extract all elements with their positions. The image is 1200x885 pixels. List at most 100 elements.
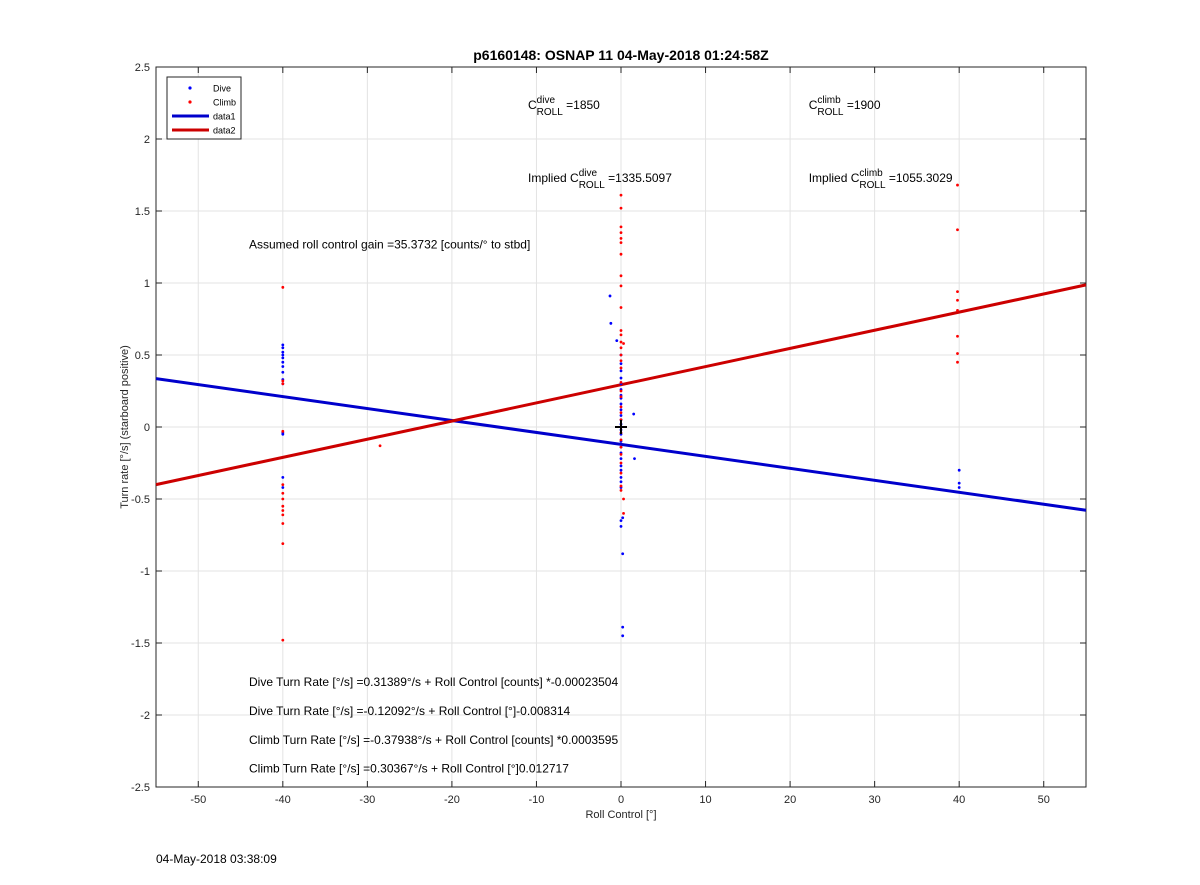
- point-climb: [281, 379, 285, 383]
- point-climb: [619, 484, 623, 488]
- point-climb: [619, 236, 623, 240]
- y-tick-label: 2: [144, 134, 150, 146]
- point-dive: [615, 339, 619, 342]
- y-tick-label: 1.5: [135, 206, 150, 218]
- point-climb: [281, 513, 285, 517]
- point-dive: [281, 360, 285, 364]
- point-climb: [619, 206, 623, 210]
- point-dive: [281, 365, 285, 368]
- point-dive: [609, 321, 613, 325]
- point-dive: [619, 414, 623, 417]
- point-climb: [956, 183, 959, 187]
- point-climb: [619, 461, 623, 465]
- x-tick-label: 10: [699, 794, 711, 806]
- legend-marker-climb: [188, 100, 192, 104]
- x-tick-label: -40: [275, 794, 291, 806]
- point-dive: [619, 464, 623, 468]
- point-dive: [621, 625, 625, 629]
- point-dive: [619, 480, 623, 484]
- point-dive: [281, 343, 285, 347]
- point-climb: [619, 411, 623, 414]
- point-climb: [281, 504, 285, 508]
- point-climb: [281, 285, 285, 289]
- point-climb: [619, 471, 623, 475]
- point-climb: [281, 483, 285, 486]
- point-climb: [619, 225, 623, 229]
- point-dive: [281, 346, 285, 350]
- point-climb: [281, 522, 285, 525]
- annotation-eq1: Dive Turn Rate [°/s] =0.31389°/s + Roll …: [249, 675, 618, 689]
- legend-label: Dive: [213, 84, 231, 94]
- y-tick-label: 1: [144, 278, 150, 290]
- point-dive: [619, 376, 623, 380]
- x-tick-label: 40: [953, 794, 965, 806]
- point-climb: [622, 342, 625, 345]
- point-climb: [956, 228, 959, 232]
- point-climb: [619, 252, 623, 256]
- point-climb: [281, 542, 285, 546]
- point-climb: [619, 241, 623, 245]
- x-tick-label: 30: [869, 794, 881, 806]
- point-dive: [281, 476, 285, 479]
- annotation-c-climb: Cclimb ROLL =1900: [809, 95, 881, 118]
- point-climb: [956, 352, 959, 355]
- annotation-implied-climb: Implied Cclimb ROLL =1055.3029: [809, 168, 953, 191]
- y-axis-label: Turn rate [°/s] (starboard positive): [119, 345, 131, 509]
- point-dive: [619, 476, 623, 479]
- point-dive: [621, 552, 625, 556]
- point-climb: [619, 395, 623, 399]
- point-dive: [621, 516, 625, 520]
- point-dive: [957, 468, 961, 472]
- plot-area: -50 -40 -30 -20 -10 0 10 20 30 40 50-2.5-2-1.5-1-0…: [119, 47, 1087, 821]
- point-climb: [619, 329, 623, 332]
- point-dive: [621, 634, 625, 638]
- point-climb: [619, 193, 623, 197]
- point-climb: [619, 346, 623, 350]
- annotation-implied-dive: Implied Cdive ROLL =1335.5097: [528, 168, 672, 191]
- x-axis-label: Roll Control [°]: [585, 809, 656, 821]
- legend-label: data1: [213, 112, 236, 122]
- point-dive: [281, 370, 285, 374]
- x-tick-label: -10: [529, 794, 545, 806]
- point-climb: [619, 438, 623, 442]
- point-climb: [956, 308, 959, 312]
- point-climb: [281, 497, 285, 501]
- y-tick-label: -2: [140, 710, 150, 722]
- point-dive: [957, 486, 961, 489]
- x-tick-label: 20: [784, 794, 796, 806]
- x-tick-label: -30: [359, 794, 375, 806]
- point-climb: [622, 512, 625, 515]
- legend-label: data2: [213, 126, 236, 136]
- point-climb: [619, 488, 623, 492]
- legend-label: Climb: [213, 98, 236, 108]
- point-dive: [619, 362, 623, 366]
- annotation-eq3: Climb Turn Rate [°/s] =-0.37938°/s + Rol…: [249, 733, 618, 747]
- fit-line-data1: [155, 377, 1087, 512]
- point-climb: [281, 509, 285, 512]
- x-tick-label: 50: [1038, 794, 1050, 806]
- x-tick-label: -20: [444, 794, 460, 806]
- point-climb: [956, 334, 959, 338]
- point-climb: [956, 290, 959, 294]
- point-climb: [619, 353, 623, 357]
- y-tick-label: 2.5: [135, 62, 150, 74]
- point-climb: [956, 298, 959, 302]
- x-tick-label: -50: [190, 794, 206, 806]
- y-tick-label: 0: [144, 422, 150, 434]
- y-tick-label: -0.5: [131, 494, 150, 506]
- x-tick-label: 0: [618, 794, 624, 806]
- point-dive: [619, 457, 623, 461]
- point-climb: [956, 360, 959, 364]
- point-dive: [608, 294, 612, 298]
- point-climb: [281, 429, 285, 433]
- point-climb: [619, 333, 623, 337]
- y-tick-label: -1.5: [131, 638, 150, 650]
- annotation-eq2: Dive Turn Rate [°/s] =-0.12092°/s + Roll…: [249, 704, 571, 718]
- annotation-gain: Assumed roll control gain =35.3732 [coun…: [249, 237, 530, 251]
- point-dive: [619, 369, 623, 373]
- point-dive: [281, 356, 285, 360]
- y-tick-label: -2.5: [131, 782, 150, 794]
- point-dive: [281, 486, 285, 489]
- point-climb: [622, 497, 625, 501]
